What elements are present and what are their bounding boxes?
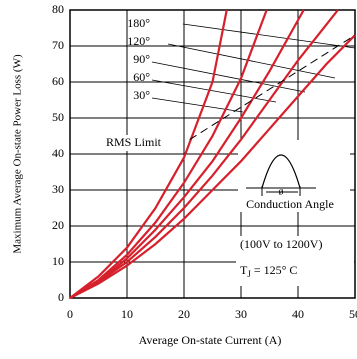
rms-label: RMS Limit xyxy=(106,135,162,149)
leader-line xyxy=(167,43,336,79)
series-label: 180° xyxy=(127,16,150,30)
y-tick-label: 30 xyxy=(52,182,64,196)
rms-limit-line xyxy=(189,34,356,141)
x-tick-label: 40 xyxy=(292,307,304,321)
inset-symbol: ø xyxy=(279,186,284,197)
voltage-note: (100V to 1200V) xyxy=(240,237,322,251)
rms-label-bg xyxy=(103,135,179,151)
temp-part: J xyxy=(247,269,251,279)
x-tick-label: 20 xyxy=(178,307,190,321)
temp-part: = 125° C xyxy=(251,263,298,277)
line xyxy=(69,9,228,299)
y-tick-label: 50 xyxy=(52,110,64,124)
note-box xyxy=(236,236,354,286)
plot-frame xyxy=(69,9,356,299)
line xyxy=(69,9,339,299)
y-axis-label: Maximum Average On-state Power Loss (W) xyxy=(12,54,24,254)
x-tick-label: 0 xyxy=(67,307,73,321)
half-sine xyxy=(261,154,301,189)
y-tick-label: 60 xyxy=(52,74,64,88)
series-label: 90° xyxy=(133,52,150,66)
x-tick-label: 10 xyxy=(121,307,133,321)
x-axis-label: Average On-state Current (A) xyxy=(139,333,282,347)
leader-line xyxy=(151,79,277,103)
x-tick-label: 30 xyxy=(235,307,247,321)
series-label: 60° xyxy=(133,70,150,84)
temp-part: T xyxy=(240,263,248,277)
line xyxy=(69,9,268,299)
y-tick-label: 0 xyxy=(58,290,64,304)
series-label: 120° xyxy=(127,34,150,48)
leader-line xyxy=(182,23,356,49)
line xyxy=(69,9,305,299)
inset-box xyxy=(238,140,350,212)
series-label: 30° xyxy=(133,88,150,102)
y-tick-label: 20 xyxy=(52,218,64,232)
inset-label: Conduction Angle xyxy=(246,197,334,211)
leader-line xyxy=(151,61,306,93)
line xyxy=(69,34,356,299)
y-tick-label: 40 xyxy=(52,146,64,160)
y-tick-label: 80 xyxy=(52,2,64,16)
leader-line xyxy=(151,97,244,113)
y-tick-label: 70 xyxy=(52,38,64,52)
y-tick-label: 10 xyxy=(52,254,64,268)
temp-note: TJ = 125° C xyxy=(240,263,297,279)
x-tick-label: 50 xyxy=(349,307,357,321)
